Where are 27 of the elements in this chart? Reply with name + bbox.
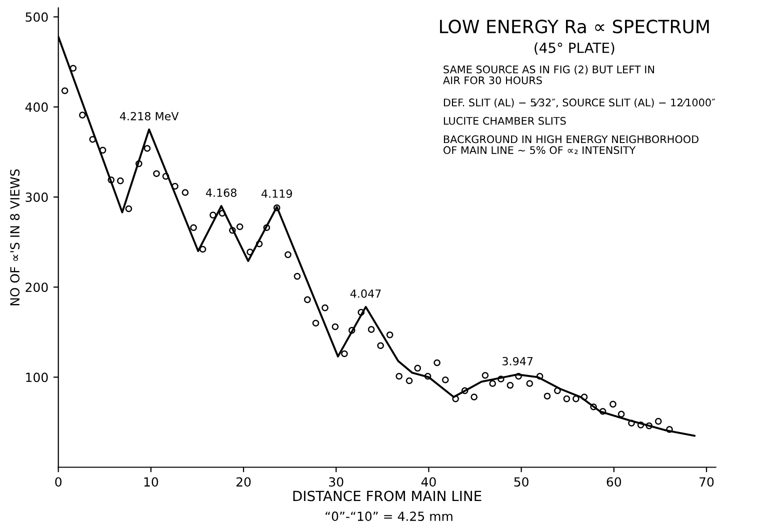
- annotation: 4.047: [350, 289, 381, 298]
- annotation: 4.218 MeV: [120, 112, 179, 120]
- annotation: 4.119: [262, 189, 292, 198]
- text: “0”-“10” = 4.25 mm: [326, 512, 452, 522]
- y-tick-label: 400: [25, 102, 48, 112]
- x-tick-label: 50: [514, 477, 528, 487]
- x-tick-label: 60: [606, 477, 622, 487]
- annotation: SAME SOURCE AS IN FIG (2) BUT LEFT IN AIR FOR 30 HOURS: [443, 65, 654, 84]
- y-tick-label: 500: [26, 12, 48, 22]
- x-tick-label: 30: [329, 477, 344, 487]
- annotation: DEF. SLIT (AL) − 5⁄32″, SOURCE SLIT (AL) − 12⁄1000″: [444, 98, 716, 108]
- x-tick-label: 0: [55, 477, 62, 487]
- y-tick-label: 100: [26, 372, 48, 382]
- text: (45° PLATE): [534, 42, 614, 55]
- text: LOW ENERGY Ra ∝ SPECTRUM: [440, 20, 709, 34]
- x-tick-label: 20: [236, 477, 251, 487]
- annotation: LUCITE CHAMBER SLITS: [444, 116, 566, 125]
- annotation: 4.168: [206, 188, 236, 197]
- x-tick-label: 10: [144, 477, 158, 487]
- x-tick-label: 70: [700, 477, 714, 487]
- annotation: BACKGROUND IN HIGH ENERGY NEIGHBORHOOD OF MAIN LINE ~ 5% OF ∝₂ INTENSITY: [444, 135, 698, 154]
- y-axis-title: NO OF ∝'S IN 8 VIEWS: [10, 169, 20, 306]
- x-axis-title: DISTANCE FROM MAIN LINE: [293, 490, 482, 502]
- y-tick-label: 200: [26, 282, 48, 292]
- x-tick-label: 40: [421, 477, 436, 487]
- y-tick-label: 300: [26, 192, 48, 202]
- annotation: 3.947: [502, 356, 533, 366]
